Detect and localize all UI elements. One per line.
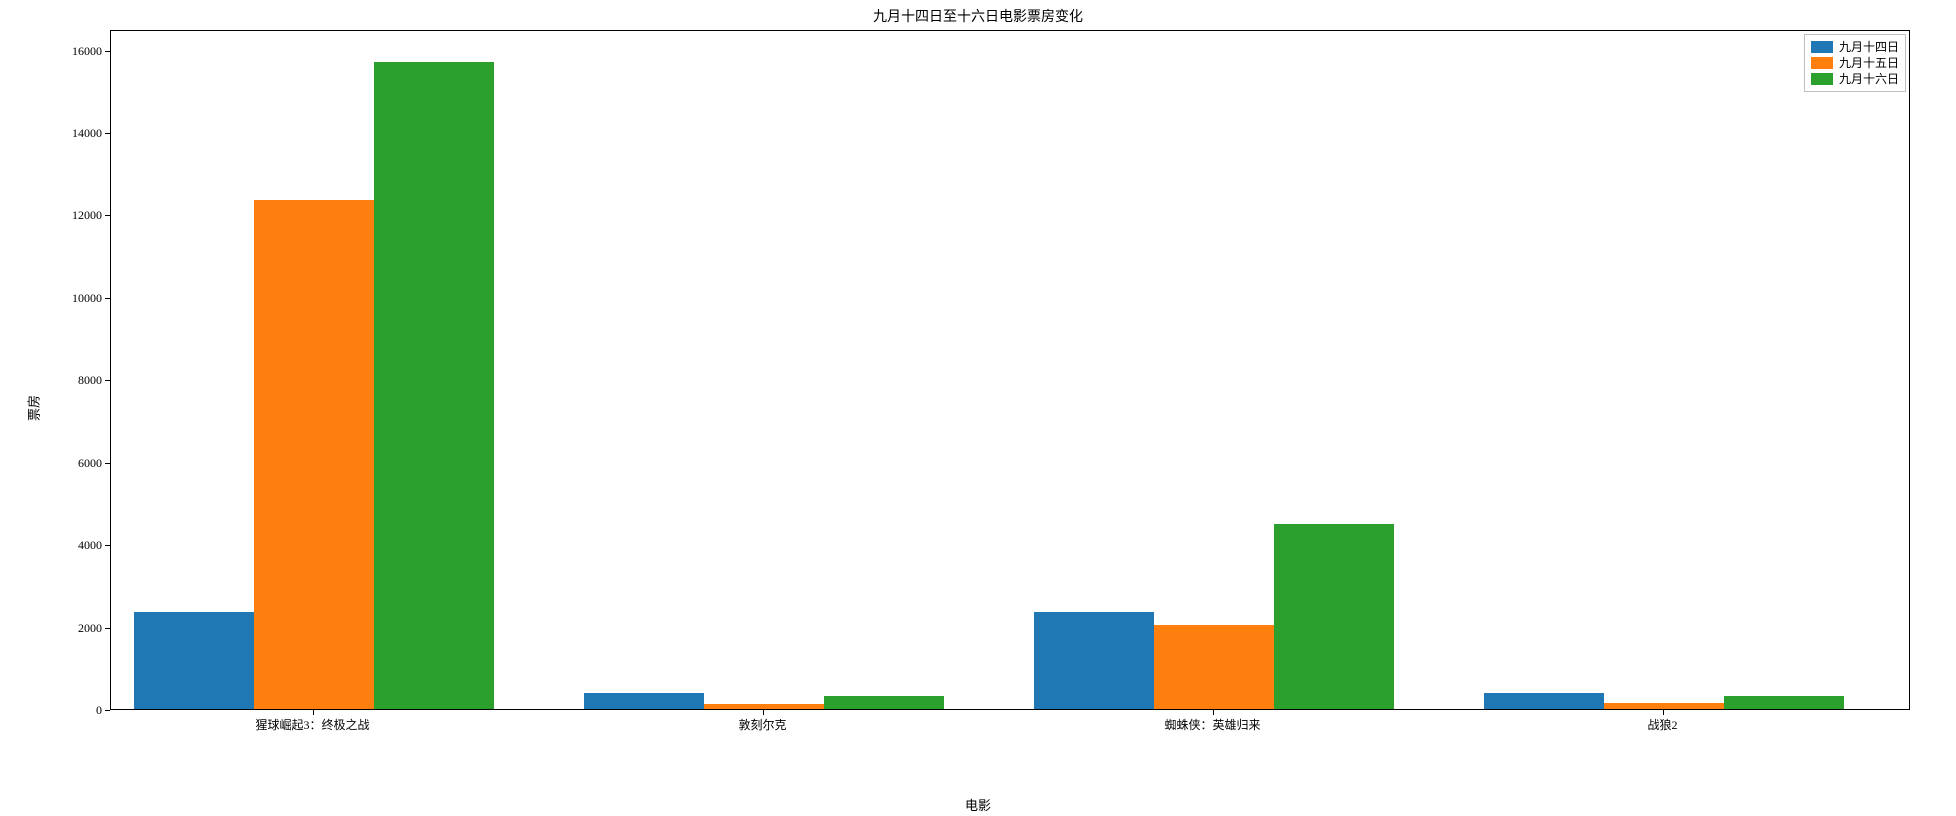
chart-container: 九月十四日至十六日电影票房变化 票房 0 2000 4000 6000 8000 1000… <box>0 0 1956 816</box>
y-tick-label: 4000 <box>52 538 102 553</box>
x-axis-label: 电影 <box>0 795 1956 814</box>
y-tick-mark <box>105 380 110 381</box>
bar <box>824 696 944 709</box>
bar <box>704 704 824 709</box>
bar <box>254 200 374 709</box>
legend: 九月十四日九月十五日九月十六日 <box>1804 34 1906 92</box>
bar <box>1154 625 1274 709</box>
legend-label: 九月十五日 <box>1839 55 1899 71</box>
bar <box>1484 693 1604 709</box>
x-tick-label: 战狼2 <box>1647 716 1677 733</box>
y-tick-mark <box>105 298 110 299</box>
y-tick-label: 2000 <box>52 621 102 636</box>
bar <box>1034 612 1154 709</box>
x-tick-label: 蜘蛛侠：英雄归来 <box>1164 716 1260 733</box>
y-tick-label: 14000 <box>52 126 102 141</box>
bar <box>134 612 254 709</box>
y-tick-label: 16000 <box>52 44 102 59</box>
y-tick-mark <box>105 545 110 546</box>
y-axis-label: 票房 <box>24 395 43 421</box>
plot-area <box>110 30 1910 710</box>
bar <box>1724 696 1844 709</box>
x-tick-mark <box>313 710 314 715</box>
y-tick-label: 12000 <box>52 208 102 223</box>
bar <box>1604 703 1724 709</box>
y-tick-mark <box>105 710 110 711</box>
legend-label: 九月十四日 <box>1839 39 1899 55</box>
bar <box>374 62 494 709</box>
legend-swatch <box>1811 41 1833 53</box>
y-tick-mark <box>105 463 110 464</box>
y-tick-label: 8000 <box>52 373 102 388</box>
legend-item: 九月十五日 <box>1811 55 1899 71</box>
legend-item: 九月十六日 <box>1811 71 1899 87</box>
legend-label: 九月十六日 <box>1839 71 1899 87</box>
chart-title: 九月十四日至十六日电影票房变化 <box>0 6 1956 26</box>
y-tick-mark <box>105 628 110 629</box>
y-tick-mark <box>105 215 110 216</box>
bar <box>1274 524 1394 709</box>
legend-item: 九月十四日 <box>1811 39 1899 55</box>
x-tick-mark <box>1663 710 1664 715</box>
x-tick-mark <box>1213 710 1214 715</box>
x-tick-label: 敦刻尔克 <box>738 716 786 733</box>
y-tick-label: 0 <box>52 703 102 718</box>
x-tick-mark <box>763 710 764 715</box>
y-tick-label: 6000 <box>52 456 102 471</box>
bar <box>584 693 704 709</box>
y-tick-mark <box>105 133 110 134</box>
legend-swatch <box>1811 57 1833 69</box>
legend-swatch <box>1811 73 1833 85</box>
x-tick-label: 猩球崛起3：终极之战 <box>255 716 369 733</box>
y-tick-mark <box>105 51 110 52</box>
y-tick-label: 10000 <box>52 291 102 306</box>
